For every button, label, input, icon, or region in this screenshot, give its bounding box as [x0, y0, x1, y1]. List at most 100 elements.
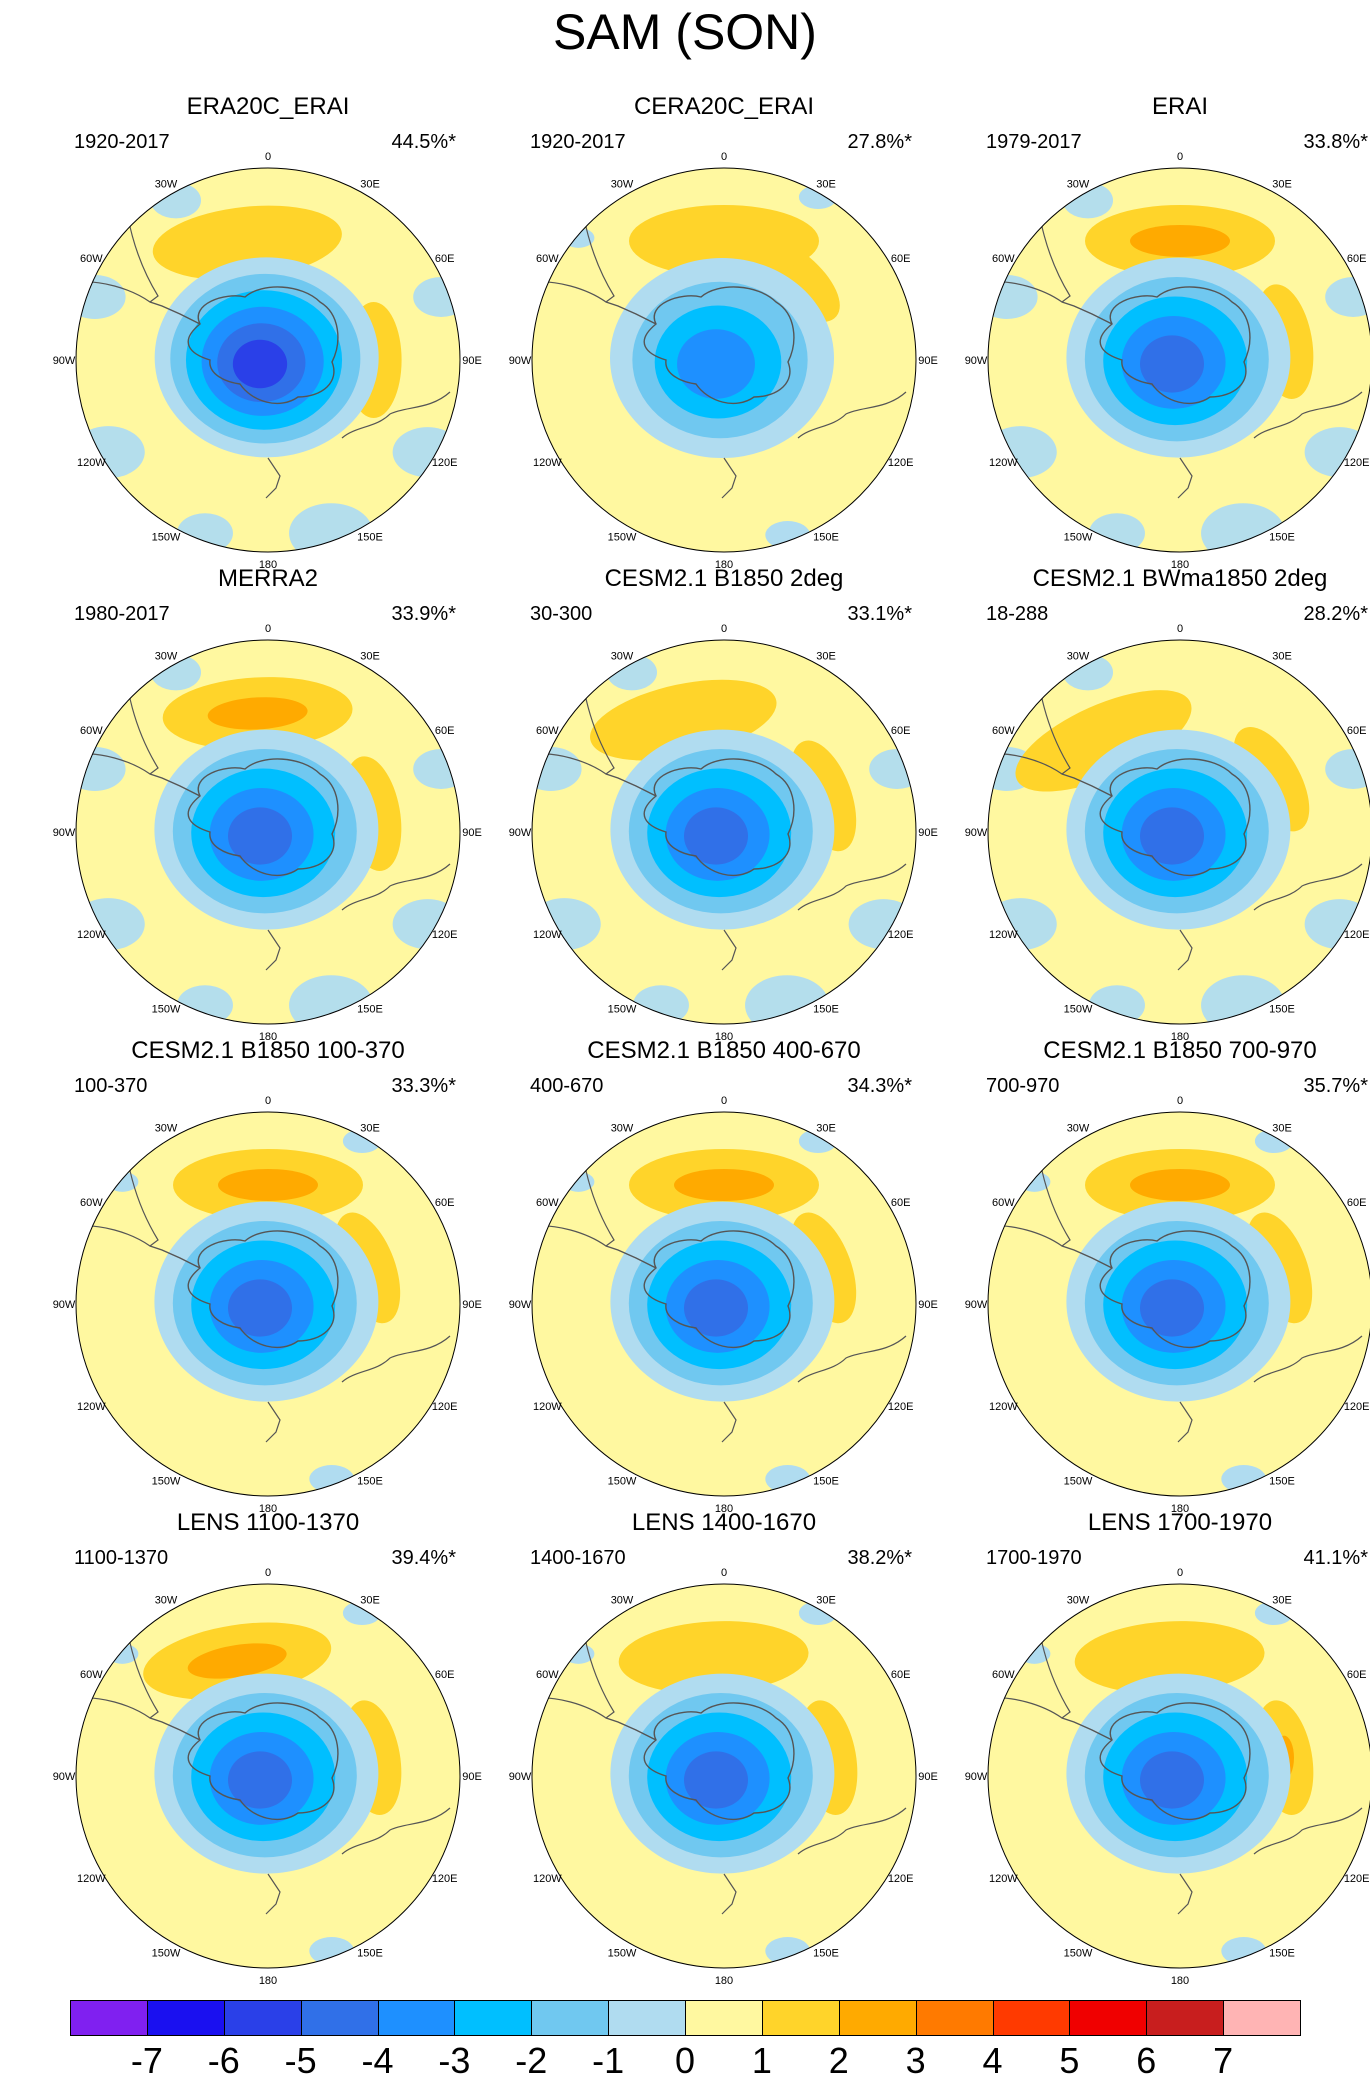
- longitude-label: 30E: [1272, 1594, 1292, 1606]
- colorbar-swatch: [992, 2000, 1071, 2036]
- africa-outline: [383, 1125, 427, 1153]
- map-border: [75, 1583, 461, 1969]
- colorbar-swatch: [838, 2000, 917, 2036]
- longitude-label: 150E: [813, 1476, 839, 1488]
- longitude-label: 120E: [888, 1873, 914, 1885]
- longitude-label: 60E: [891, 725, 911, 737]
- map-panel: CESM2.1 B1850 700-970 700-970 35.7%* 0 30E 60…: [952, 1036, 1370, 1515]
- colorbar-tick-label: 1: [751, 2040, 772, 2081]
- longitude-label: 150E: [357, 532, 383, 544]
- longitude-label: 120W: [533, 457, 562, 469]
- antarctica-outline: [187, 758, 339, 877]
- australia-outline: [1253, 391, 1363, 439]
- colorbar-swatch: [146, 2000, 225, 2036]
- longitude-label: 120E: [888, 457, 914, 469]
- positive-lobe: [1015, 690, 1192, 792]
- longitude-label: 90W: [509, 827, 532, 839]
- longitude-label: 30W: [155, 1594, 178, 1606]
- longitude-label: 120W: [77, 1873, 106, 1885]
- map-border: [531, 639, 917, 1025]
- africa-outline: [1295, 181, 1339, 209]
- colorbar-tick-label: -6: [207, 2040, 240, 2081]
- longitude-label: 150E: [357, 1948, 383, 1960]
- negative-belt-patch: [106, 1643, 139, 1664]
- new-zealand-outline: [265, 457, 281, 499]
- positive-lobe: [618, 1621, 809, 1694]
- panel-title: CESM2.1 B1850 400-670: [587, 1037, 861, 1064]
- australia-outline: [1253, 1335, 1363, 1383]
- australia-outline: [1253, 1807, 1363, 1855]
- longitude-label: 90W: [965, 355, 988, 367]
- longitude-label: 90W: [509, 1771, 532, 1783]
- longitude-label: 180: [259, 559, 277, 571]
- longitude-label: 90W: [965, 1299, 988, 1311]
- africa-outline: [383, 181, 427, 209]
- map-border: [75, 639, 461, 1025]
- map-border: [531, 1111, 917, 1497]
- polar-map: 0 30E 60E 90E 120E 150E 180 150W 120W 90W 60W 30W: [53, 1567, 482, 1987]
- positive-lobe-core: [674, 1168, 774, 1201]
- panel-period: 1400-1670: [530, 1547, 626, 1569]
- longitude-label: 30E: [816, 1594, 836, 1606]
- map-panel: LENS 1700-19701700-197041.1%*030E60E90E1…: [952, 1508, 1370, 1987]
- negative-belt-patch: [869, 748, 916, 789]
- longitude-label: 30W: [611, 1594, 634, 1606]
- antarctica-outline: [187, 1702, 339, 1821]
- longitude-label: 120E: [432, 1401, 458, 1413]
- panel-title: ERAI: [1151, 93, 1208, 120]
- longitude-label: 30E: [816, 178, 836, 190]
- polar-map: 0 30E 60E 90E 120E 150E 180 150W 120W 90W 60W 30W: [53, 623, 482, 1043]
- longitude-label: 30W: [1067, 1594, 1090, 1606]
- longitude-label: 150W: [152, 1004, 181, 1016]
- longitude-label: 120W: [989, 457, 1018, 469]
- longitude-label: 120W: [533, 1873, 562, 1885]
- longitude-label: 60W: [80, 725, 103, 737]
- longitude-label: 30E: [360, 1122, 380, 1134]
- colorbar-swatch: [1146, 2000, 1225, 2036]
- longitude-label: 60W: [992, 253, 1015, 265]
- colorbar-swatch: [223, 2000, 302, 2036]
- antarctica-outline: [643, 286, 795, 405]
- colorbar-tick-label: 4: [982, 2040, 1003, 2081]
- negative-belt-patch: [392, 427, 460, 478]
- longitude-label: 120E: [888, 929, 914, 941]
- antarctica-outline: [1099, 758, 1251, 877]
- panel-period: 1700-1970: [986, 1547, 1082, 1569]
- panel-variance: 33.3%*: [391, 1075, 457, 1097]
- map-panel: ERA20C_ERAI 1920-2017 44.5%* 0 30E 60E 90E 120E…: [40, 92, 496, 571]
- peninsula-outline: [605, 1717, 657, 1741]
- map-border: [531, 1583, 917, 1969]
- longitude-label: 150E: [357, 1004, 383, 1016]
- peninsula-outline: [149, 1245, 201, 1269]
- longitude-label: 30E: [1272, 650, 1292, 662]
- longitude-label: 180: [715, 1031, 733, 1043]
- longitude-label: 120W: [533, 929, 562, 941]
- longitude-label: 180: [1171, 1031, 1189, 1043]
- colorbar-tick-label: -5: [284, 2040, 317, 2081]
- longitude-label: 30E: [1272, 1122, 1292, 1134]
- longitude-label: 120W: [989, 1401, 1018, 1413]
- panel-variance: 33.1%*: [847, 603, 913, 625]
- polar-map: 0 30E 60E 90E 120E 150E 180 150W 120W 90W 60W 30W: [509, 623, 938, 1043]
- panel-period: 18-288: [986, 603, 1049, 625]
- negative-contour: [684, 1751, 748, 1809]
- antarctica-outline: [1099, 1230, 1251, 1349]
- new-zealand-outline: [1177, 1873, 1193, 1915]
- australia-outline: [797, 391, 907, 439]
- colorbar-swatch: [1069, 2000, 1148, 2036]
- longitude-label: 150W: [152, 1948, 181, 1960]
- longitude-label: 90E: [462, 827, 482, 839]
- map-panel: CESM2.1 B1850 2deg 30-300 33.1%* 0 30E 60E 90E…: [496, 564, 952, 1043]
- longitude-label: 120E: [432, 457, 458, 469]
- new-zealand-outline: [1177, 1401, 1193, 1443]
- australia-outline: [341, 1335, 451, 1383]
- peninsula-outline: [1061, 1717, 1113, 1741]
- longitude-label: 90W: [53, 355, 76, 367]
- peninsula-outline: [605, 773, 657, 797]
- longitude-label: 90W: [53, 1299, 76, 1311]
- panel-title: CESM2.1 B1850 700-970: [1043, 1037, 1317, 1064]
- colorbar-tick-label: 0: [674, 2040, 696, 2081]
- longitude-label: 60E: [1347, 1197, 1367, 1209]
- antarctica-outline: [643, 1702, 795, 1821]
- polar-map: 0 30E 60E 90E 120E 150E 180 150W 120W 90W 60W 30W: [53, 1095, 482, 1515]
